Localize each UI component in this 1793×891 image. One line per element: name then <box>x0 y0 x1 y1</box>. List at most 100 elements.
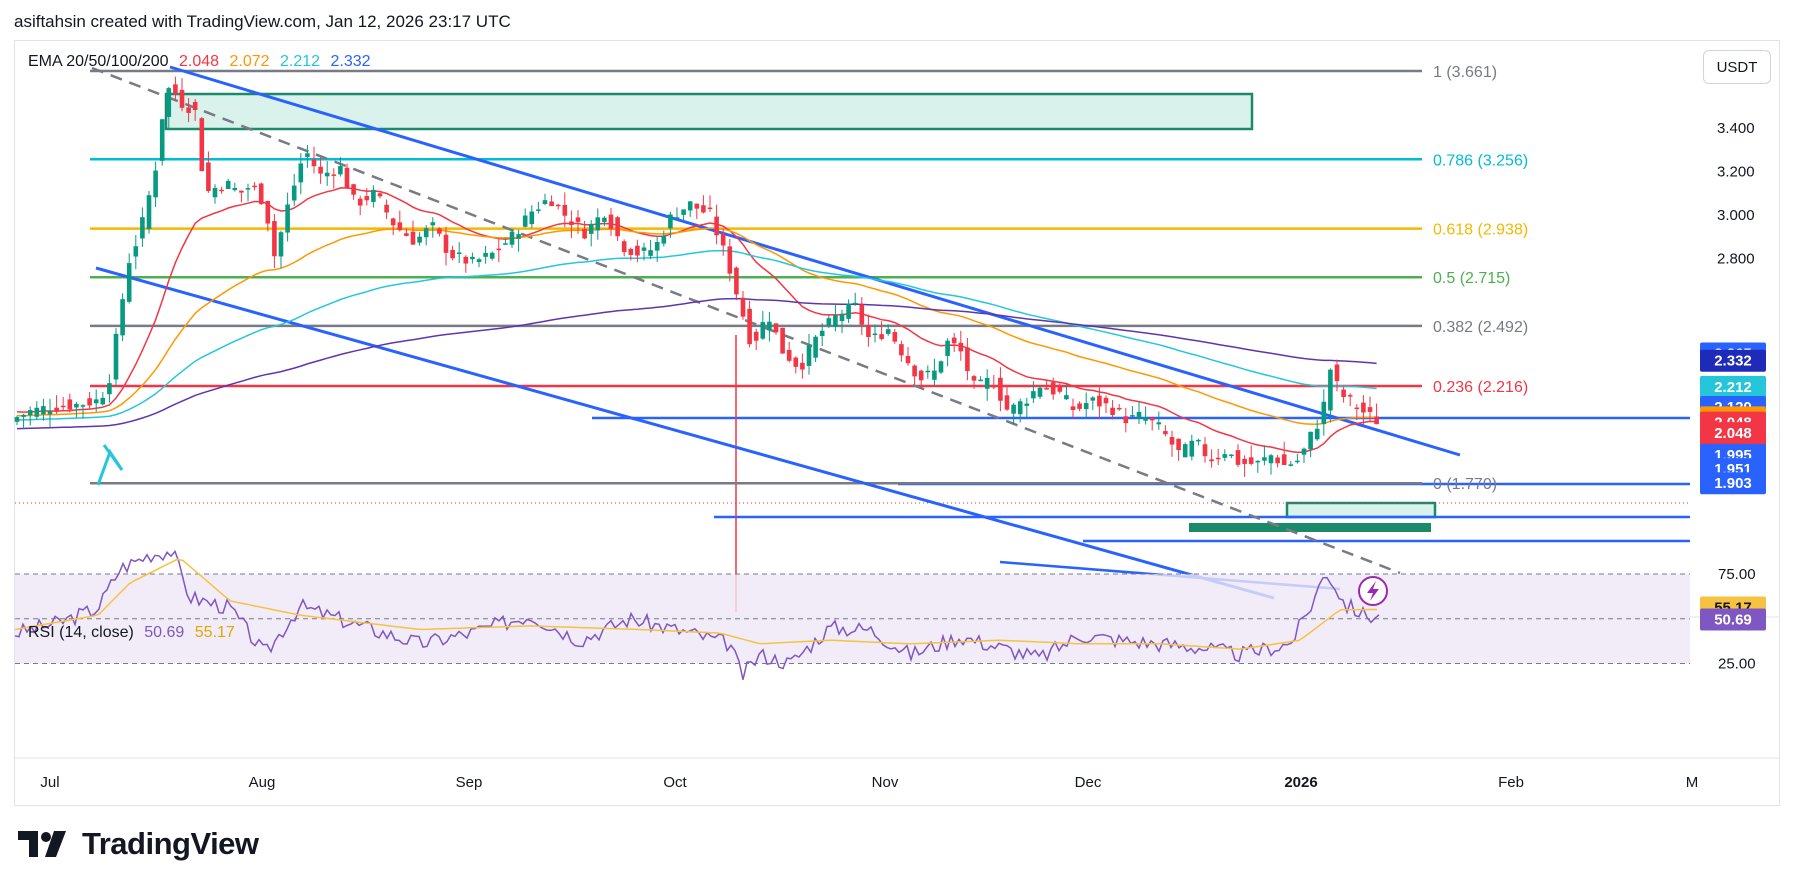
rsi-legend[interactable]: RSI (14, close) 50.69 55.17 <box>28 624 241 642</box>
candle <box>681 209 686 221</box>
candle-body <box>555 204 561 207</box>
candle-body <box>668 214 673 229</box>
candle-body <box>912 365 917 377</box>
candle-body <box>1011 404 1016 414</box>
candle <box>93 389 99 412</box>
rsi-ma-line <box>14 558 1377 650</box>
candle-body <box>351 184 356 195</box>
candle-body <box>173 84 178 95</box>
candle-body <box>450 249 455 259</box>
candle <box>311 146 317 174</box>
candle <box>344 163 350 189</box>
candle-body <box>371 189 376 202</box>
candle <box>628 247 634 261</box>
candle-body <box>1050 382 1056 395</box>
flash-icon[interactable] <box>1358 576 1388 606</box>
time-label: Aug <box>249 774 276 791</box>
ema-lines <box>16 187 1377 454</box>
candle-body <box>918 370 924 381</box>
candle <box>1268 453 1274 475</box>
candle <box>1130 406 1135 418</box>
candle-body <box>1215 457 1221 460</box>
candle-body <box>417 236 422 243</box>
candle <box>615 216 620 241</box>
candle <box>179 78 185 112</box>
candle-body <box>549 201 554 207</box>
candle <box>1103 395 1109 414</box>
candle-body <box>945 340 950 356</box>
candle-body <box>463 256 469 264</box>
candle <box>661 230 667 247</box>
supply-demand-zones <box>164 92 1437 532</box>
candle-body <box>595 217 601 231</box>
candle <box>1209 449 1214 468</box>
candle <box>1215 448 1221 465</box>
candle <box>219 186 224 194</box>
price-tag: 2.212 <box>1700 375 1766 398</box>
candle-body <box>80 405 86 407</box>
candle <box>298 153 304 195</box>
candle <box>74 401 79 418</box>
candle-body <box>107 383 112 395</box>
candle-body <box>1262 457 1267 461</box>
tradingview-logo[interactable]: TradingView <box>18 826 259 862</box>
candle <box>1367 396 1373 422</box>
candle <box>186 98 191 123</box>
candle-body <box>1057 386 1063 392</box>
candle <box>833 305 838 332</box>
candle-body <box>714 216 719 236</box>
candle <box>793 356 799 374</box>
fib-label-5: 0.236 (2.216) <box>1433 379 1528 396</box>
candle-body <box>971 376 977 381</box>
candle <box>1149 416 1155 431</box>
candle <box>417 232 422 246</box>
candle <box>503 237 508 245</box>
ema-50-value: 2.072 <box>229 53 270 70</box>
candle-body <box>1110 407 1115 416</box>
candle <box>813 334 818 362</box>
ema-200-value: 2.332 <box>330 53 371 70</box>
candle-body <box>443 234 449 253</box>
candle-body <box>60 405 66 408</box>
ema-legend[interactable]: EMA 20/50/100/200 2.048 2.072 2.212 2.33… <box>28 53 377 71</box>
candle <box>951 332 957 352</box>
candle <box>239 190 244 203</box>
candle-body <box>1103 397 1109 404</box>
candle-body <box>1163 431 1168 435</box>
candle-body <box>661 236 667 244</box>
rsi-tag-bg <box>1700 608 1766 631</box>
candle-body <box>866 325 871 338</box>
candle <box>542 193 548 206</box>
candle <box>621 239 627 257</box>
candle-body <box>456 252 462 254</box>
candle <box>1070 398 1076 419</box>
candle-body <box>529 211 535 225</box>
candle <box>1229 454 1234 459</box>
candle <box>1361 395 1366 425</box>
candle <box>1064 384 1069 401</box>
candle-body <box>978 379 983 382</box>
candle-body <box>753 331 759 341</box>
candle <box>476 257 482 268</box>
candle <box>1354 404 1360 421</box>
horizontal-levels <box>15 335 1690 612</box>
candle-body <box>390 218 396 226</box>
candle <box>430 217 436 238</box>
candle <box>331 168 337 189</box>
currency-button[interactable]: USDT <box>1703 50 1771 84</box>
candle-body <box>588 224 594 234</box>
candle <box>800 353 805 379</box>
candle <box>1288 461 1294 467</box>
candle <box>371 185 376 208</box>
candle-body <box>1295 460 1300 463</box>
candle-body <box>140 217 145 239</box>
candle <box>714 204 719 245</box>
candle-body <box>1367 407 1373 412</box>
candle <box>1334 359 1340 392</box>
candle <box>1321 389 1327 436</box>
candle-body <box>1229 454 1234 457</box>
candle <box>1169 430 1175 457</box>
rsi-tick: 25.00 <box>1718 656 1756 673</box>
candle-body <box>641 247 647 251</box>
